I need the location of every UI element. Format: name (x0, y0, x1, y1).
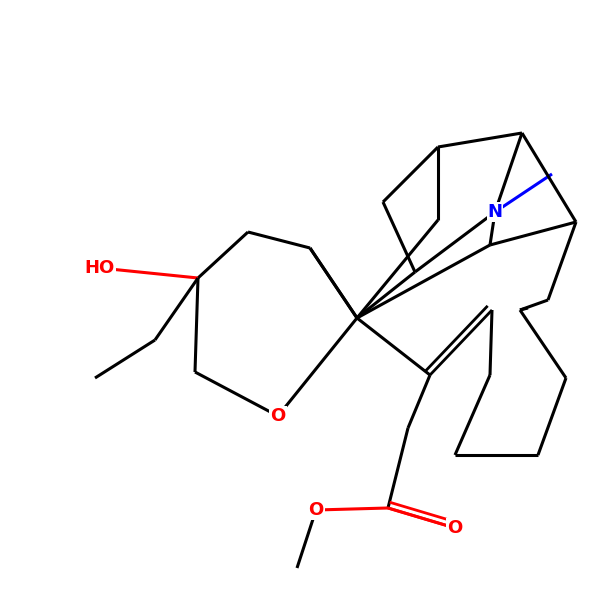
Text: O: O (271, 407, 286, 425)
Text: N: N (487, 203, 503, 221)
Text: O: O (308, 501, 323, 519)
Text: HO: HO (85, 259, 115, 277)
Text: O: O (448, 519, 463, 537)
